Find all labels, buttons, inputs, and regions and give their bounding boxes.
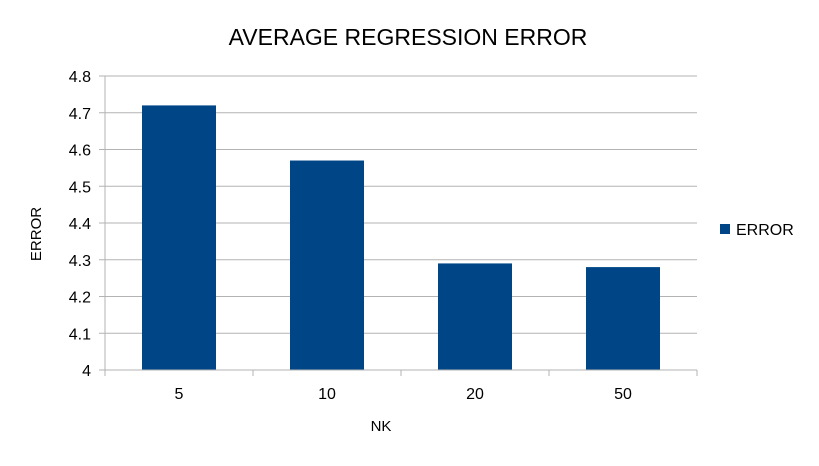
y-tick-label: 4.7 [69, 106, 91, 123]
x-axis-label: NK [371, 418, 392, 435]
x-tick-label: 20 [466, 386, 484, 403]
y-tick-label: 4.6 [69, 143, 91, 160]
bar [586, 267, 660, 370]
y-tick-label: 4 [82, 363, 91, 380]
y-axis-ticks: 4 4.1 4.2 4.3 4.4 4.5 4.6 4.7 4.8 [69, 69, 91, 380]
y-tick-label: 4.5 [69, 179, 91, 196]
y-tick-label: 4.2 [69, 290, 91, 307]
chart-title: AVERAGE REGRESSION ERROR [229, 24, 588, 50]
bar [290, 160, 364, 370]
bar [438, 263, 512, 370]
legend: ERROR [720, 222, 794, 239]
y-tick-label: 4.3 [69, 253, 91, 270]
bars [142, 105, 660, 371]
x-axis-ticks: 5 10 20 50 [175, 386, 632, 403]
y-axis-label: ERROR [28, 207, 45, 261]
x-tick-label: 5 [175, 386, 184, 403]
y-tick-label: 4.4 [69, 216, 91, 233]
y-tick-label: 4.8 [69, 69, 91, 86]
legend-label: ERROR [736, 222, 794, 239]
legend-swatch [720, 224, 730, 234]
axes [99, 75, 698, 376]
bar [142, 105, 216, 371]
y-tick-label: 4.1 [69, 326, 91, 343]
x-tick-label: 50 [614, 386, 632, 403]
x-tick-label: 10 [318, 386, 336, 403]
